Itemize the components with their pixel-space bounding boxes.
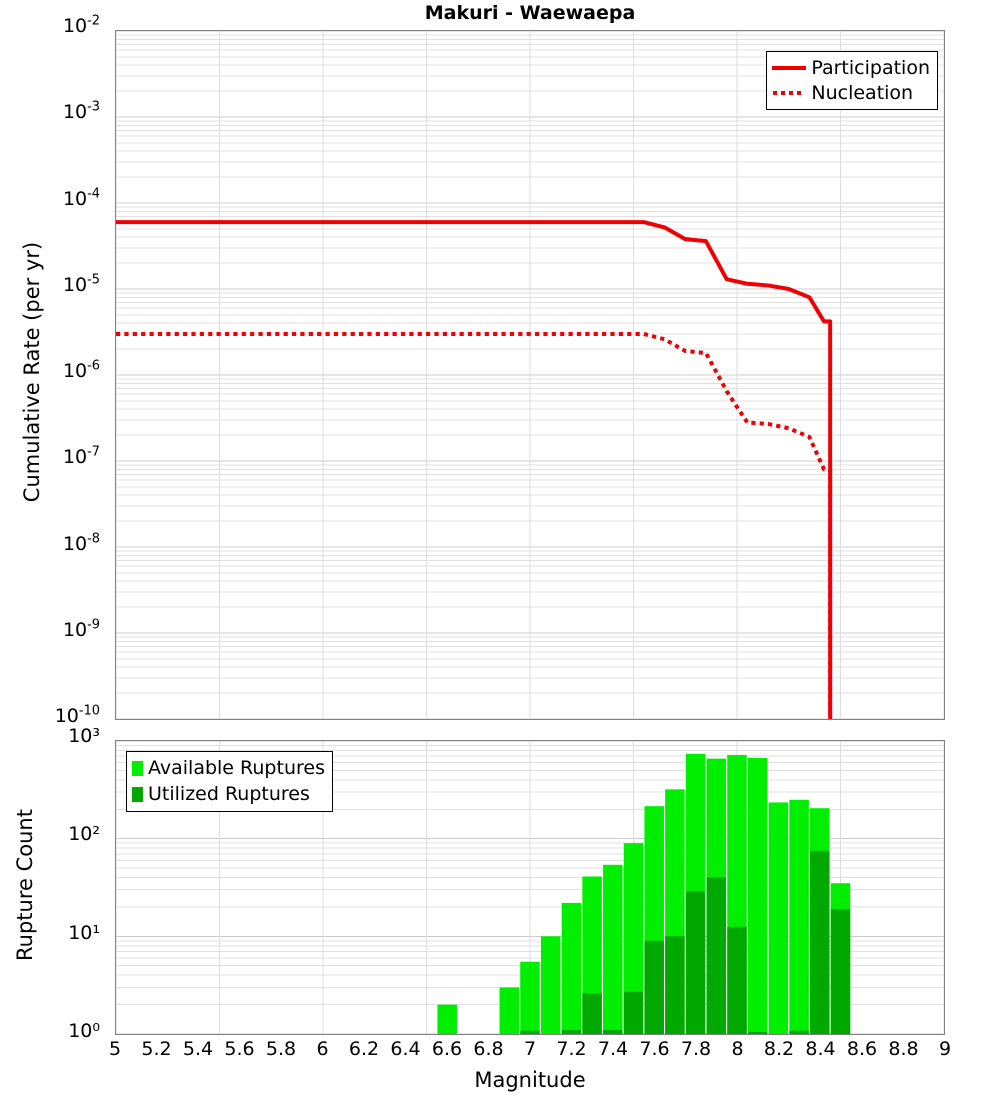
y-tick-label: 10-6: [62, 358, 100, 382]
x-tick-label: 8.2: [763, 1038, 795, 1060]
y-tick-label: 10¹: [68, 921, 100, 944]
y-tick-label: 10-4: [62, 186, 100, 210]
legend-entry-available-ruptures[interactable]: Available Ruptures: [132, 755, 325, 781]
y-tick-label: 10²: [68, 823, 100, 846]
x-tick-label: 5.8: [265, 1038, 297, 1060]
x-tick-label: 8.6: [846, 1038, 878, 1060]
legend-entry-utilized-ruptures[interactable]: Utilized Ruptures: [132, 781, 325, 807]
top-panel-plot-area: Participation Nucleation: [115, 30, 945, 720]
x-tick-label: 5.4: [182, 1038, 214, 1060]
x-tick-label: 7: [523, 1038, 537, 1060]
legend-entry-nucleation[interactable]: Nucleation: [772, 80, 930, 105]
x-tick-label: 7.4: [597, 1038, 629, 1060]
figure-title: Makuri - Waewaepa: [424, 2, 636, 24]
x-tick-label: 6.4: [390, 1038, 421, 1060]
legend-label-nucleation: Nucleation: [811, 81, 914, 104]
bottom-panel-plot-area: Available Ruptures Utilized Ruptures: [115, 740, 945, 1035]
y-tick-label: 10³: [68, 725, 100, 747]
solid-line-swatch-icon: [772, 60, 807, 76]
x-tick-label: 8.4: [805, 1038, 836, 1060]
bottom-panel-y-axis-label: Rupture Count: [13, 809, 37, 961]
y-tick-label: 10-9: [62, 617, 100, 641]
cumulative-rate-chart: [116, 31, 944, 719]
legend-label-participation: Participation: [811, 56, 930, 79]
legend-label-utilized-ruptures: Utilized Ruptures: [148, 783, 310, 805]
x-tick-label: 8.8: [888, 1038, 919, 1060]
x-tick-label: 6.6: [431, 1038, 463, 1060]
top-panel-legend: Participation Nucleation: [766, 51, 938, 110]
x-tick-label: 9: [938, 1038, 952, 1060]
x-tick-label: 6.8: [473, 1038, 504, 1060]
x-tick-label: 7.2: [556, 1038, 587, 1060]
bottom-panel-legend: Available Ruptures Utilized Ruptures: [126, 751, 333, 812]
y-tick-label: 10-10: [54, 703, 100, 727]
rupture-count-chart: [116, 741, 944, 1034]
legend-entry-participation[interactable]: Participation: [772, 55, 930, 80]
x-tick-label: 5.2: [141, 1038, 172, 1060]
legend-label-available-ruptures: Available Ruptures: [148, 757, 325, 779]
utilized-ruptures-swatch-icon: [132, 786, 143, 802]
y-tick-label: 10-8: [62, 531, 100, 555]
x-tick-label: 5.6: [224, 1038, 255, 1060]
x-axis-label: Magnitude: [474, 1068, 586, 1092]
y-tick-label: 10-3: [62, 99, 100, 124]
available-ruptures-swatch-icon: [132, 760, 143, 776]
x-tick-label: 8: [731, 1038, 744, 1060]
y-tick-label: 10-2: [62, 13, 100, 37]
y-tick-label: 10⁰: [68, 1020, 100, 1042]
x-tick-label: 7.8: [680, 1038, 712, 1060]
x-tick-label: 6: [316, 1038, 329, 1060]
x-tick-label: 6.2: [348, 1038, 380, 1060]
y-tick-label: 10-5: [62, 272, 100, 296]
x-tick-label: 5: [108, 1038, 122, 1060]
x-tick-label: 7.6: [639, 1038, 670, 1060]
dotted-line-swatch-icon: [772, 85, 806, 101]
y-tick-label: 10-7: [62, 444, 100, 469]
